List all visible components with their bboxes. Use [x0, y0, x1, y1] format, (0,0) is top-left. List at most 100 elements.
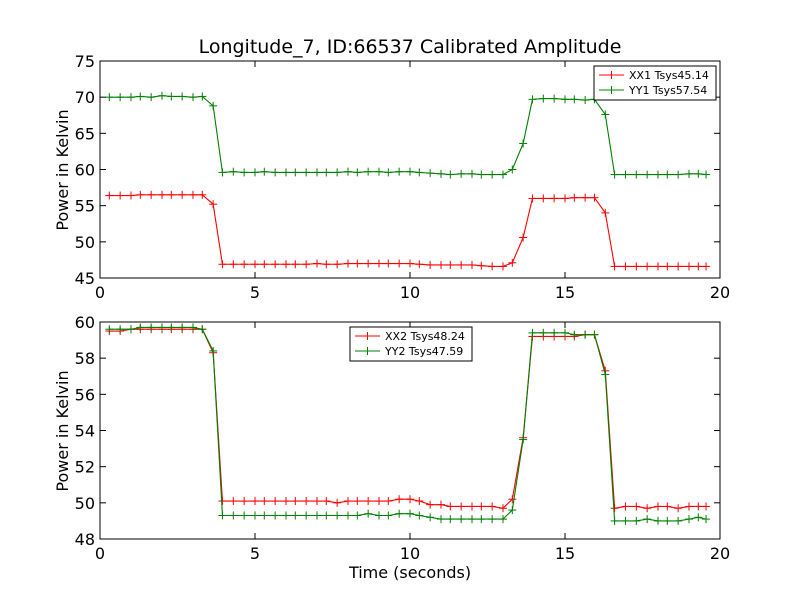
x-tick-label: 15	[555, 283, 575, 302]
data-point-marker	[218, 168, 227, 177]
data-point-marker	[446, 502, 455, 511]
data-point-marker	[229, 497, 238, 506]
data-point-marker	[601, 208, 610, 217]
data-point-marker	[322, 511, 331, 520]
data-point-marker	[406, 259, 414, 268]
data-point-marker	[561, 95, 569, 104]
data-point-marker	[291, 497, 300, 506]
data-point-marker	[570, 193, 579, 202]
data-point-marker	[105, 93, 114, 102]
data-point-marker	[694, 262, 703, 271]
data-point-marker	[395, 259, 404, 268]
data-point-marker	[539, 194, 548, 203]
y-tick-label: 52	[75, 458, 95, 477]
data-point-marker	[375, 167, 383, 176]
x-tick-label: 20	[710, 283, 730, 302]
data-point-marker	[240, 168, 249, 177]
data-point-marker	[581, 96, 590, 105]
data-point-marker	[468, 169, 476, 178]
data-point-marker	[251, 168, 259, 177]
data-point-marker	[468, 260, 476, 269]
data-point-marker	[426, 500, 435, 509]
data-point-marker	[550, 328, 559, 337]
data-point-marker	[477, 261, 486, 270]
data-point-marker	[561, 328, 569, 337]
data-point-marker	[127, 325, 135, 334]
y-tick-label: 70	[75, 88, 95, 107]
legend: XX1 Tsys45.14 YY1 Tsys57.54	[593, 65, 717, 101]
y-tick-label: 60	[75, 161, 95, 180]
data-point-marker	[477, 515, 486, 524]
data-point-marker	[353, 259, 362, 268]
data-point-marker	[674, 262, 683, 271]
data-point-marker	[437, 515, 445, 524]
data-point-marker	[178, 92, 187, 101]
data-point-marker	[353, 497, 362, 506]
y-tick-label: 50	[75, 494, 95, 513]
data-point-marker	[674, 504, 683, 513]
data-point-marker	[251, 260, 259, 269]
x-tick-label: 5	[250, 283, 260, 302]
data-point-marker	[590, 193, 599, 202]
y-axis-label: Power in Kelvin	[53, 109, 72, 230]
y-tick-label: 50	[75, 233, 95, 252]
legend-label: XX1 Tsys45.14	[629, 69, 709, 82]
data-point-marker	[105, 325, 114, 334]
series-group	[105, 91, 711, 271]
data-point-marker	[550, 194, 559, 203]
data-point-marker	[457, 169, 466, 178]
legend-label: YY1 Tsys57.54	[628, 84, 707, 97]
data-point-marker	[610, 504, 619, 513]
data-point-marker	[508, 495, 517, 504]
data-point-marker	[654, 170, 662, 179]
y-axis-label: Power in Kelvin	[53, 370, 72, 491]
data-point-marker	[632, 170, 641, 179]
data-point-marker	[499, 515, 507, 524]
data-point-marker	[302, 511, 311, 520]
data-point-marker	[610, 262, 619, 271]
data-point-marker	[446, 260, 455, 269]
data-point-marker	[663, 502, 672, 511]
data-point-marker	[302, 497, 311, 506]
data-point-marker	[528, 95, 537, 104]
data-point-marker	[136, 92, 145, 101]
data-point-marker	[384, 511, 393, 520]
data-point-marker	[539, 94, 548, 103]
data-point-marker	[282, 260, 290, 269]
data-point-marker	[426, 260, 435, 269]
data-point-marker	[364, 167, 373, 176]
legend-entry: XX1 Tsys45.14	[599, 69, 709, 82]
data-point-marker	[508, 165, 517, 174]
legend-box	[593, 65, 717, 101]
data-point-marker	[218, 260, 227, 269]
data-point-marker	[621, 262, 630, 271]
legend-box	[349, 326, 473, 362]
data-point-marker	[260, 167, 269, 176]
data-point-marker	[654, 516, 662, 525]
data-point-marker	[322, 497, 331, 506]
data-point-marker	[694, 513, 703, 522]
data-point-marker	[621, 502, 630, 511]
data-point-marker	[702, 262, 711, 271]
data-point-marker	[488, 262, 497, 271]
data-point-marker	[322, 168, 331, 177]
data-point-marker	[333, 260, 342, 269]
data-point-marker	[406, 509, 414, 518]
data-point-marker	[395, 509, 404, 518]
data-point-marker	[364, 497, 373, 506]
data-point-marker	[643, 504, 652, 513]
data-point-marker	[375, 511, 383, 520]
data-point-marker	[209, 101, 218, 110]
data-point-marker	[415, 511, 424, 520]
data-point-marker	[158, 91, 166, 100]
x-tick-label: 15	[555, 544, 575, 563]
data-point-marker	[240, 511, 249, 520]
data-point-marker	[313, 259, 321, 268]
data-point-marker	[654, 502, 662, 511]
data-point-marker	[621, 516, 630, 525]
data-point-marker	[632, 262, 641, 271]
y-tick-label: 45	[75, 269, 95, 288]
data-point-marker	[437, 500, 445, 509]
data-point-marker	[674, 516, 683, 525]
